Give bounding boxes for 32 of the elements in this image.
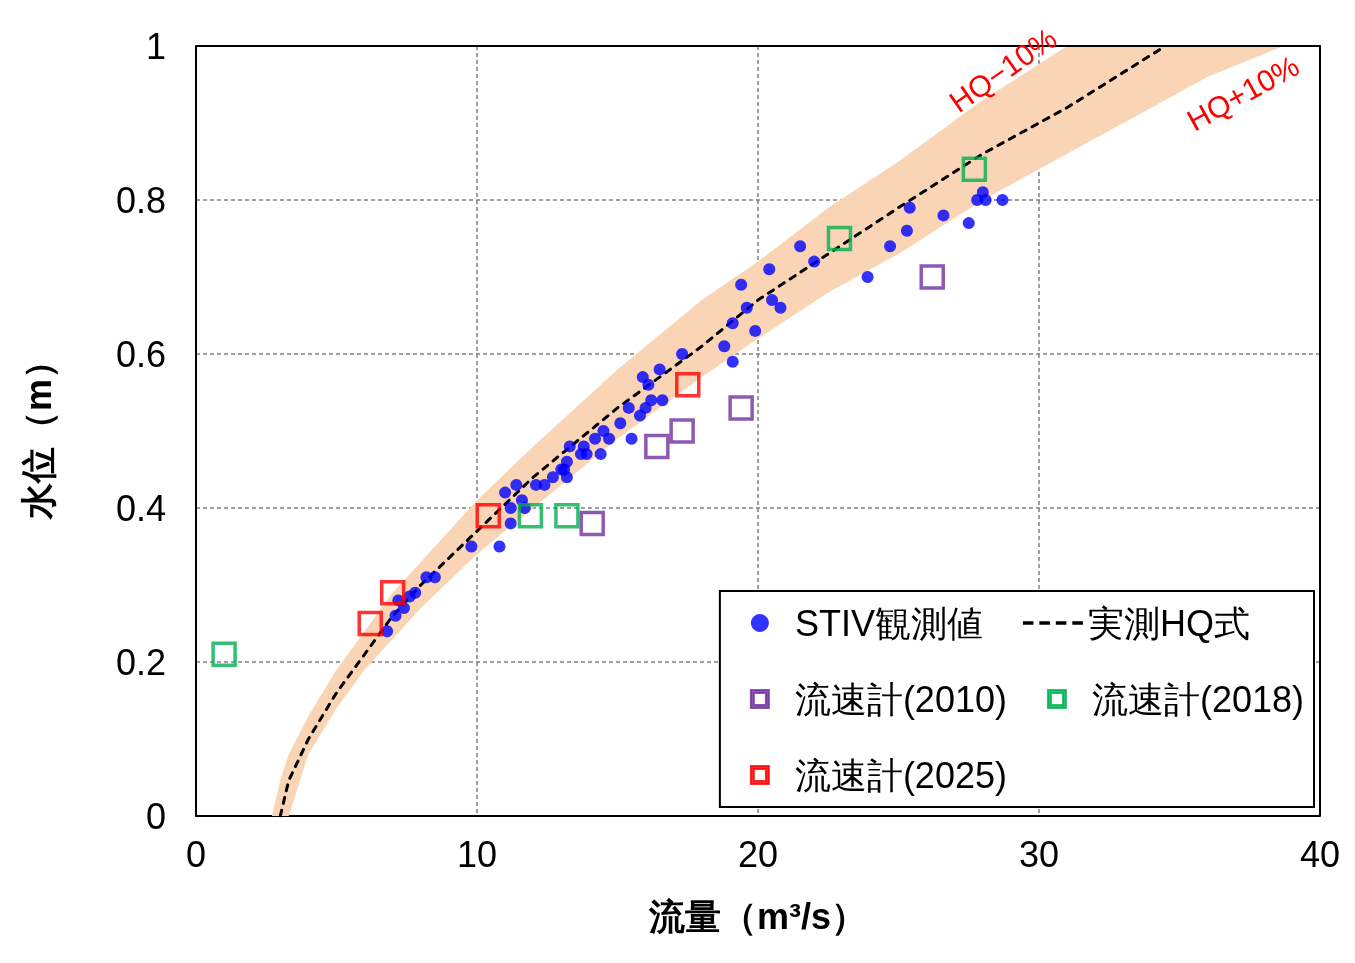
point — [919, 264, 945, 290]
y-tick-label: 0 — [145, 795, 166, 837]
legend-label: STIV観測値 — [794, 602, 983, 644]
y-tick-label: 0.8 — [115, 179, 166, 221]
legend-label: 流速計(2010) — [794, 678, 1007, 720]
y-tick-label: 1 — [145, 25, 166, 67]
x-axis-title: 流量（m³/s） — [647, 895, 868, 937]
y-tick-label: 0.6 — [115, 333, 166, 375]
x-tick-label: 30 — [1018, 833, 1060, 875]
legend-label: 流速計(2025) — [794, 754, 1007, 796]
x-tick-label: 20 — [737, 833, 779, 875]
point — [826, 225, 853, 252]
point — [675, 372, 701, 398]
point — [961, 156, 988, 182]
point — [211, 641, 237, 668]
x-tick-label: 40 — [1299, 833, 1341, 875]
point — [357, 610, 383, 637]
legend-label: 流速計(2018) — [1091, 678, 1304, 720]
point — [379, 579, 406, 606]
point — [644, 433, 670, 460]
x-tick-label: 0 — [185, 833, 207, 875]
point — [728, 395, 754, 421]
point — [579, 510, 605, 537]
point — [554, 502, 580, 529]
y-axis-title: 水位（m） — [17, 342, 59, 521]
point — [669, 418, 695, 444]
x-tick-label: 10 — [456, 833, 498, 875]
point — [475, 502, 501, 529]
y-tick-label: 0.2 — [115, 641, 166, 683]
y-tick-label: 0.4 — [115, 487, 166, 529]
legend-label: 実測HQ式 — [1087, 602, 1250, 644]
point — [517, 502, 544, 529]
